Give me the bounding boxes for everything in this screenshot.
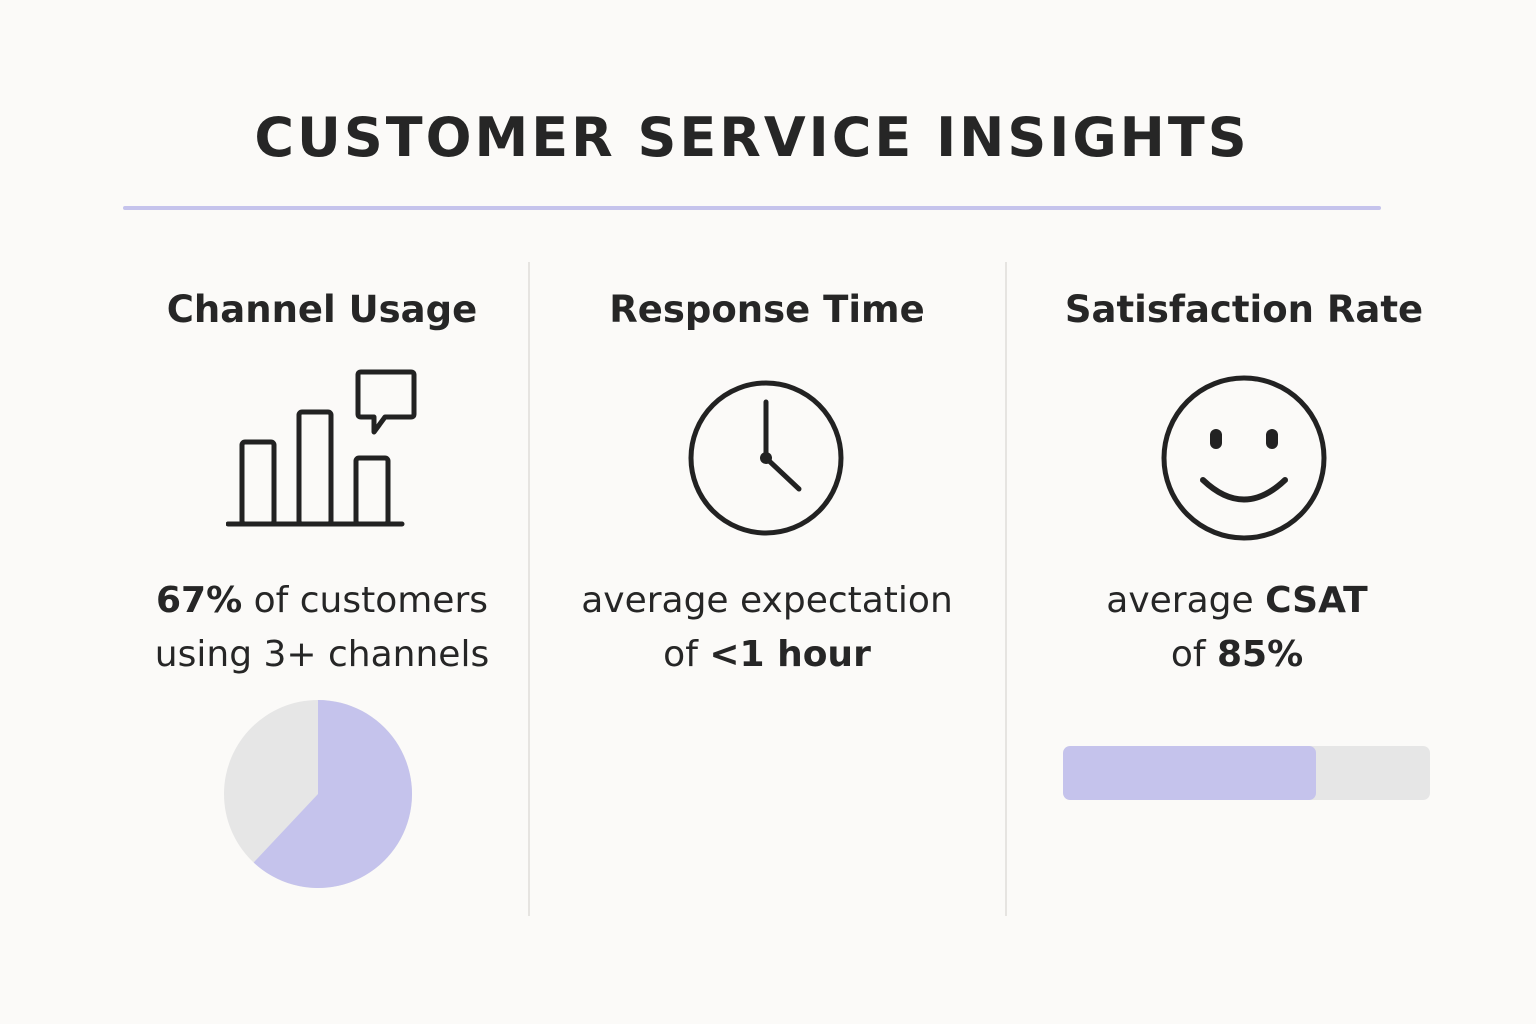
- clock-icon: [688, 380, 844, 536]
- satisfaction-rate-description: average CSAT of 85%: [1106, 580, 1368, 675]
- channel-usage-pie-chart: [224, 700, 413, 888]
- response-time-panel: Response Time average expectation of <1 …: [532, 0, 1002, 1024]
- csat-stat: 85%: [1216, 634, 1304, 675]
- bar-chart-chat-icon: [226, 369, 417, 527]
- title-underline: [123, 206, 1381, 210]
- csat-progress-bar: [1063, 746, 1430, 800]
- response-time-description: average expectation of <1 hour: [581, 580, 953, 675]
- channel-usage-description: 67% of customers using 3+ channels: [154, 580, 490, 675]
- csat-progress-fill: [1063, 746, 1317, 800]
- channel-usage-stat: 67%: [155, 580, 243, 621]
- csat-label: CSAT: [1265, 580, 1368, 621]
- response-time-stat: <1 hour: [709, 634, 871, 675]
- smiley-face-icon: [1161, 375, 1327, 541]
- column-divider: [1005, 262, 1007, 916]
- page-title: CUSTOMER SERVICE INSIGHTS: [254, 106, 1250, 169]
- pie-slice-multichannel: [253, 700, 413, 888]
- satisfaction-rate-panel: Satisfaction Rate average CSAT of 85%: [1009, 0, 1479, 1024]
- column-divider: [528, 262, 530, 916]
- response-time-title: Response Time: [609, 288, 925, 331]
- channel-usage-title: Channel Usage: [166, 288, 478, 331]
- satisfaction-rate-title: Satisfaction Rate: [1064, 288, 1424, 331]
- channel-usage-panel: Channel Usage 67% of customers using 3+ …: [120, 0, 524, 1024]
